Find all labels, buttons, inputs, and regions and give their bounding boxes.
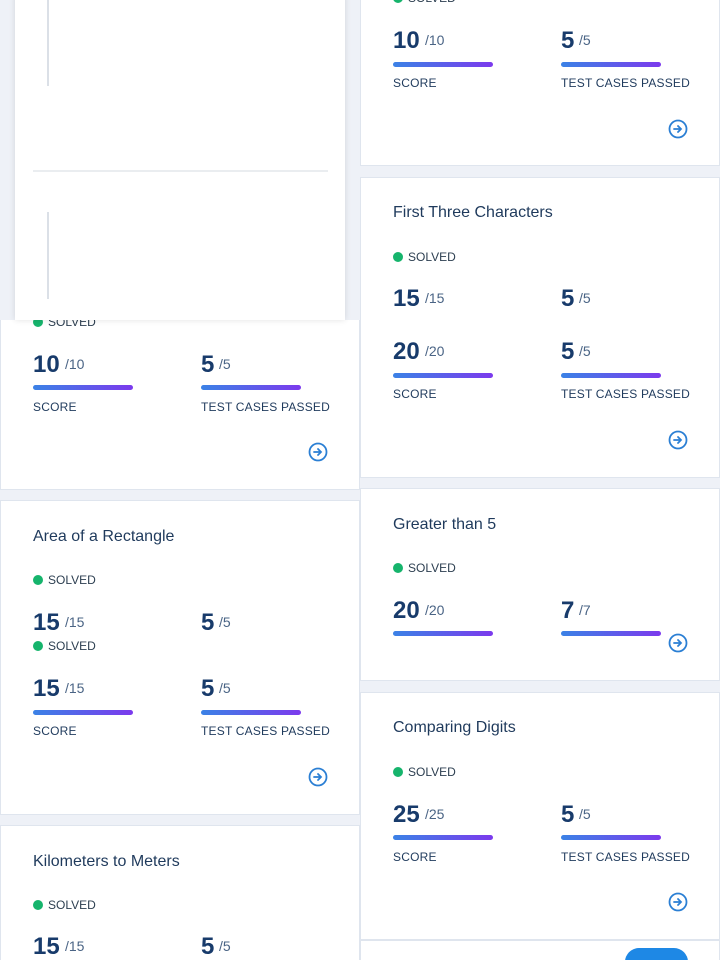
progress-bar: [33, 710, 133, 715]
result-card: [0, 320, 360, 490]
cases-total: /5: [219, 680, 231, 696]
cases-label: TEST CASES PASSED: [561, 76, 690, 90]
status: SOLVED: [33, 572, 96, 588]
status: SOLVED: [33, 897, 96, 913]
score-label: SCORE: [33, 724, 77, 738]
progress-bar: [393, 631, 493, 636]
score-total: /20: [425, 602, 445, 618]
progress-bar: [201, 385, 301, 390]
cases-label: TEST CASES PASSED: [561, 850, 690, 864]
cases: 7: [561, 597, 575, 624]
result-card: [360, 0, 720, 166]
progress-bar: [561, 62, 661, 67]
progress-bar: [561, 373, 661, 378]
score-total: /15: [425, 290, 445, 306]
open-arrow[interactable]: [308, 442, 328, 462]
cases: 5: [561, 801, 575, 828]
cases-total: /7: [579, 602, 591, 618]
score: 15: [33, 609, 60, 636]
card-title: Area of a Rectangle: [33, 528, 175, 545]
cases: 5: [201, 933, 215, 960]
status: SOLVED: [393, 560, 456, 576]
score: 15: [393, 285, 420, 312]
cases-total: /5: [579, 343, 591, 359]
progress-bar: [393, 373, 493, 378]
result-card: [0, 500, 360, 815]
help-button[interactable]: [625, 948, 688, 960]
cases-total: /5: [219, 614, 231, 630]
progress-bar: [561, 631, 661, 636]
score-total: /15: [65, 938, 85, 954]
score: 15: [33, 675, 60, 702]
card-title: Kilometers to Meters: [33, 853, 180, 870]
score-total: /10: [65, 356, 85, 372]
cases-label: TEST CASES PASSED: [201, 400, 330, 414]
open-arrow-svg: [308, 442, 328, 462]
progress-bar: [201, 710, 301, 715]
cases: 5: [201, 351, 215, 378]
cases-total: /5: [219, 938, 231, 954]
open-arrow[interactable]: [308, 767, 328, 787]
cases: 5: [201, 609, 215, 636]
open-arrow-svg: [668, 430, 688, 450]
score-total: /25: [425, 806, 445, 822]
card-title: Comparing Digits: [393, 719, 516, 736]
progress-bar: [393, 835, 493, 840]
result-card: [360, 488, 720, 681]
cases-total: /5: [579, 806, 591, 822]
open-arrow[interactable]: [668, 892, 688, 912]
status: SOLVED: [393, 0, 456, 6]
cases: 5: [201, 675, 215, 702]
cases: 5: [561, 338, 575, 365]
score: 10: [33, 351, 60, 378]
score: 25: [393, 801, 420, 828]
status: SOLVED: [393, 764, 456, 780]
result-card: [360, 692, 720, 940]
score-label: SCORE: [33, 400, 77, 414]
card-title: Greater than 5: [393, 516, 497, 533]
score: 20: [393, 338, 420, 365]
score: 20: [393, 597, 420, 624]
card-title: First Three Characters: [393, 204, 553, 221]
open-arrow[interactable]: [668, 119, 688, 139]
open-arrow-svg: [668, 633, 688, 653]
progress-bar: [33, 385, 133, 390]
score: 15: [33, 933, 60, 960]
cases-label: TEST CASES PASSED: [561, 387, 690, 401]
open-arrow[interactable]: [668, 430, 688, 450]
status: SOLVED: [393, 249, 456, 265]
score: 10: [393, 27, 420, 54]
score-label: SCORE: [393, 850, 437, 864]
cases-total: /5: [579, 32, 591, 48]
score-total: /10: [425, 32, 445, 48]
score-total: /20: [425, 343, 445, 359]
status: SOLVED: [33, 638, 96, 654]
course-panel: [15, 0, 345, 320]
score-total: /15: [65, 680, 85, 696]
progress-bar: [393, 62, 493, 67]
progress-bar: [561, 835, 661, 840]
cases-label: TEST CASES PASSED: [201, 724, 330, 738]
cases-total: /5: [579, 290, 591, 306]
cases: 5: [561, 285, 575, 312]
open-arrow-svg: [308, 767, 328, 787]
timeline: [33, 0, 328, 299]
open-arrow-svg: [668, 119, 688, 139]
result-card: [0, 825, 360, 960]
score-label: SCORE: [393, 76, 437, 90]
open-arrow-svg: [668, 892, 688, 912]
score-label: SCORE: [393, 387, 437, 401]
cases: 5: [561, 27, 575, 54]
open-arrow[interactable]: [668, 633, 688, 653]
cases-total: /5: [219, 356, 231, 372]
score-total: /15: [65, 614, 85, 630]
